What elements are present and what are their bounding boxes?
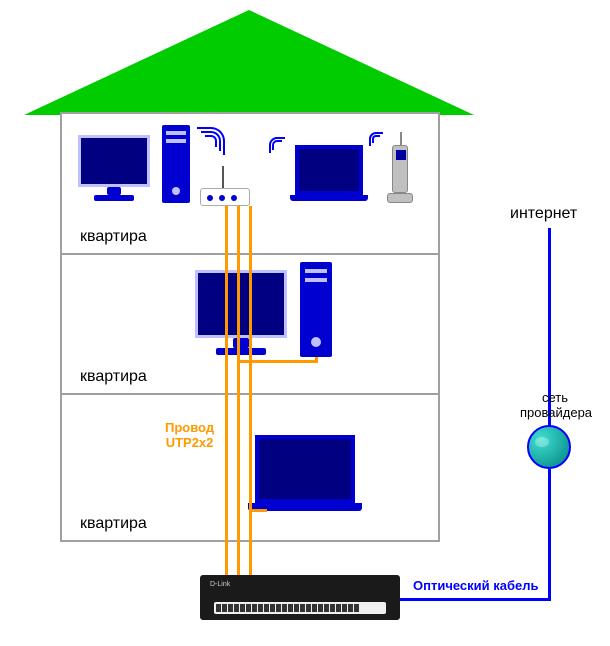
floor-label: квартира: [80, 515, 147, 533]
utp-cable: [249, 206, 252, 576]
utp-cable: [225, 206, 228, 576]
provider-label: сеть провайдера: [520, 390, 590, 420]
monitor-icon: [78, 135, 150, 201]
utp-cable: [315, 357, 318, 363]
internet-label: интернет: [510, 205, 577, 223]
phone-icon: [392, 145, 413, 203]
utp-cable: [237, 206, 240, 576]
globe-icon: [527, 425, 571, 469]
pc-tower-icon: [300, 262, 332, 357]
utp-label: Провод UTP2x2: [165, 420, 214, 450]
house-roof: [24, 10, 474, 115]
utp-cable: [249, 509, 267, 512]
fiber-label: Оптический кабель: [413, 578, 539, 593]
pc-tower-icon: [162, 125, 190, 203]
router-icon: [200, 188, 250, 206]
fiber-cable: [400, 598, 551, 601]
monitor-icon: [195, 270, 287, 355]
network-switch-icon: D-Link: [200, 575, 400, 620]
floor-label: квартира: [80, 228, 147, 246]
laptop-icon: [255, 435, 362, 511]
floor-label: квартира: [80, 368, 147, 386]
laptop-icon: [295, 145, 368, 201]
diagram-canvas: квартира квартира квартира Провод UTP2x2…: [0, 0, 610, 646]
fiber-cable: [548, 469, 551, 601]
